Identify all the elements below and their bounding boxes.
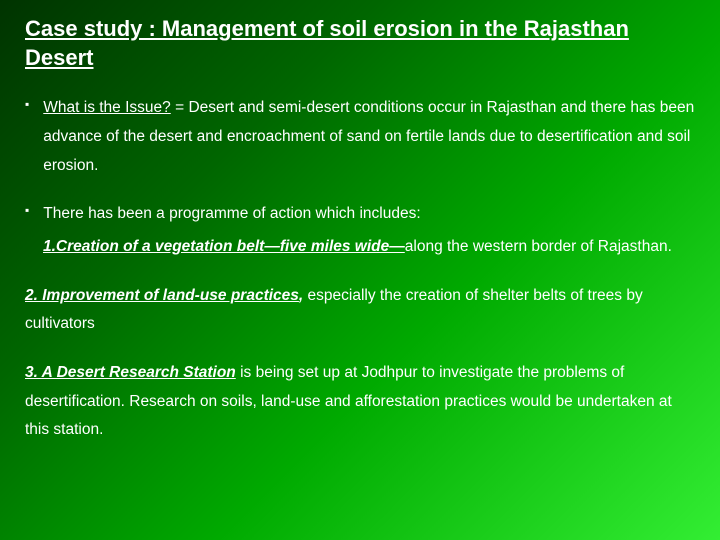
bullet-icon: ▪ [25, 203, 29, 217]
point-3-block: 3. A Desert Research Station is being se… [25, 359, 695, 445]
point-2-comma: , [299, 287, 308, 304]
issue-label: What is the Issue? [43, 99, 171, 116]
point-3-heading: 3. A Desert Research Station [25, 364, 236, 381]
point-2-block: 2. Improvement of land-use practices, es… [25, 282, 695, 339]
point-2-heading: 2. Improvement of land-use practices [25, 287, 299, 304]
bullet-icon: ▪ [25, 97, 29, 111]
point-1-heading: 1.Creation of a vegetation belt—five mil… [43, 238, 405, 255]
point-1: 1.Creation of a vegetation belt—five mil… [25, 233, 695, 262]
issue-block: ▪ What is the Issue? = Desert and semi-d… [25, 94, 695, 180]
programme-block: ▪ There has been a programme of action w… [25, 200, 695, 261]
issue-content: What is the Issue? = Desert and semi-des… [43, 94, 695, 180]
point-3: 3. A Desert Research Station is being se… [25, 359, 695, 445]
programme-intro: There has been a programme of action whi… [43, 200, 420, 229]
slide-title: Case study : Management of soil erosion … [25, 15, 695, 72]
point-2: 2. Improvement of land-use practices, es… [25, 282, 695, 339]
point-1-text: along the western border of Rajasthan. [405, 238, 672, 255]
